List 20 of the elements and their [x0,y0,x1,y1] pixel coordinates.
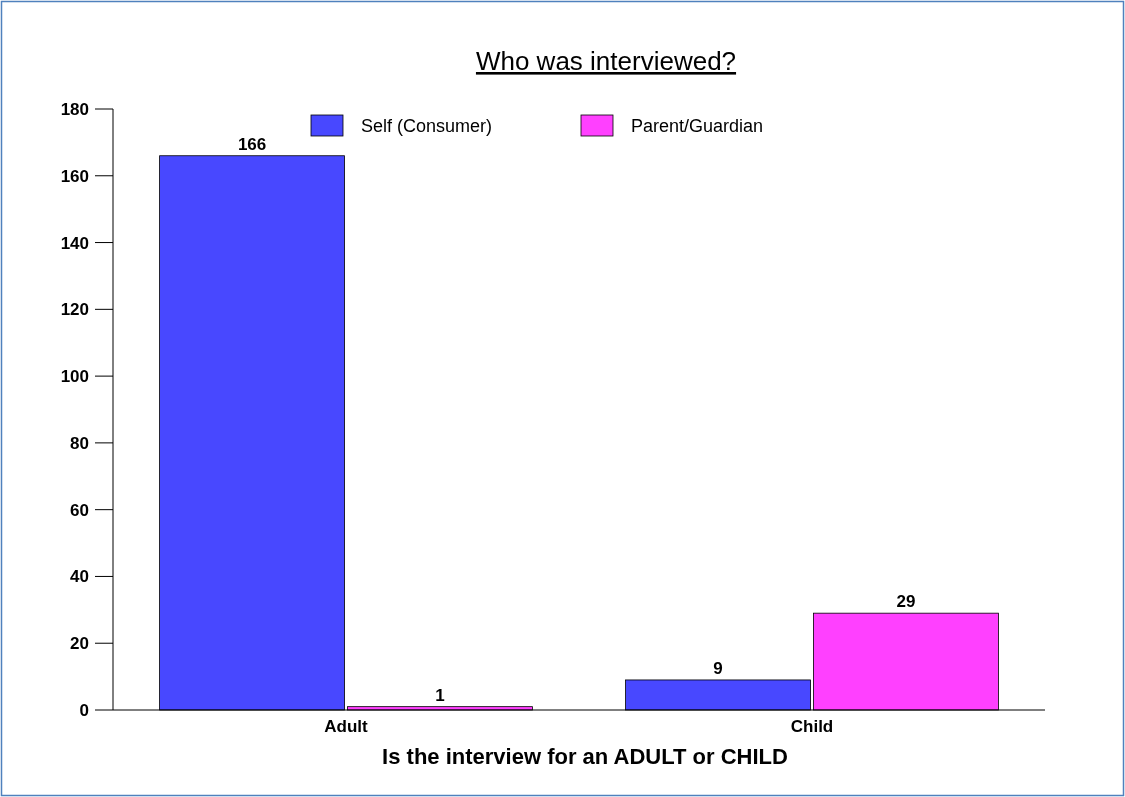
data-label: 29 [896,592,916,612]
y-tick-label: 0 [79,700,89,720]
legend-label: Parent/Guardian [631,116,764,137]
y-tick-label: 160 [60,166,89,186]
legend-label: Self (Consumer) [361,116,493,137]
chart-title: Who was interviewed? [475,46,737,76]
y-tick-label: 100 [60,367,89,387]
y-tick-label: 140 [60,233,89,253]
x-tick-label: Adult [324,717,369,736]
x-tick-label: Child [790,717,834,736]
y-tick-label: 60 [70,500,89,520]
y-tick-label: 20 [70,634,89,654]
data-label: 9 [713,658,723,678]
data-label: 166 [237,134,267,154]
y-tick-label: 40 [70,567,89,587]
data-label: 1 [435,685,445,705]
y-tick-label: 180 [60,99,89,119]
y-tick-label: 80 [70,433,89,453]
y-tick-label: 120 [60,300,89,320]
x-axis-title: Is the interview for an ADULT or CHILD [382,744,788,769]
